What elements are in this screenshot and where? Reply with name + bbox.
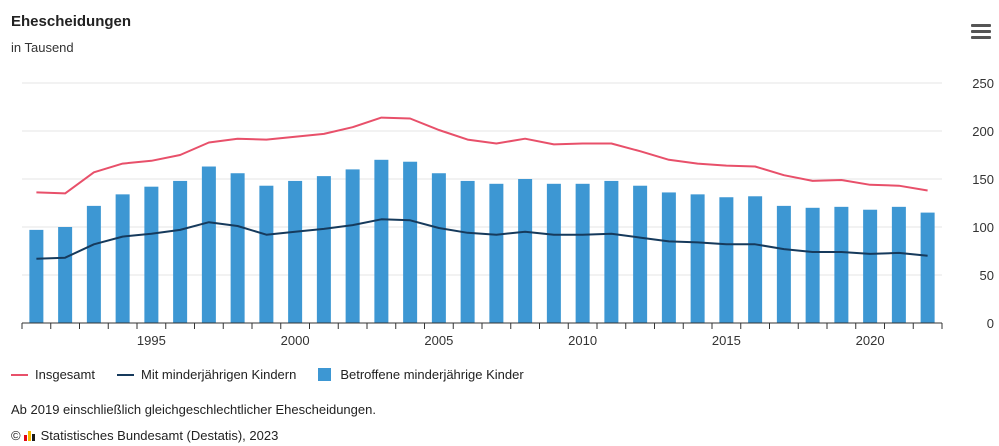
bar-2021[interactable]: [891, 206, 906, 323]
bar-2009[interactable]: [546, 183, 561, 323]
copyright-symbol: ©: [11, 428, 21, 443]
line-series: [36, 116, 928, 260]
legend-item-mit-kindern[interactable]: Mit minderjährigen Kindern: [116, 367, 297, 382]
bar-2008[interactable]: [518, 179, 533, 323]
bar-2018[interactable]: [805, 207, 820, 323]
y-tick-label: 150: [972, 172, 994, 187]
bar-2012[interactable]: [633, 185, 648, 323]
source-line: © Statistisches Bundesamt (Destatis), 20…: [11, 428, 278, 443]
bar-2006[interactable]: [460, 180, 475, 323]
bar-2015[interactable]: [719, 197, 734, 323]
line-series-insgesamt[interactable]: [36, 116, 928, 195]
bar-2013[interactable]: [661, 192, 676, 323]
bar-1995[interactable]: [144, 186, 159, 323]
legend-item-betroffene-kinder[interactable]: Betroffene minderjährige Kinder: [318, 367, 524, 382]
bar-2016[interactable]: [748, 196, 763, 323]
y-tick-label: 50: [980, 268, 994, 283]
legend-item-insgesamt[interactable]: Insgesamt: [11, 367, 95, 382]
bar-2020[interactable]: [863, 209, 878, 323]
bar-1994[interactable]: [115, 194, 130, 323]
y-axis-labels: 0 50 100 150 200 250: [972, 76, 994, 331]
x-axis-labels: 1995 2000 2005 2010 2015 2020: [137, 333, 885, 348]
bar-2001[interactable]: [316, 176, 331, 323]
legend-label: Mit minderjährigen Kindern: [140, 367, 297, 382]
bar-2003[interactable]: [374, 159, 389, 323]
chart-canvas: 0 50 100 150 200 250 1995 2000 2005 2010 2015 2020: [21, 76, 994, 348]
legend-line-icon: [11, 373, 28, 376]
bar-2000[interactable]: [288, 180, 303, 323]
bar-2010[interactable]: [575, 183, 590, 323]
bar-2011[interactable]: [604, 180, 619, 323]
bar-2019[interactable]: [834, 206, 849, 323]
hamburger-menu-icon[interactable]: [971, 24, 991, 40]
footnote: Ab 2019 einschließlich gleichgeschlechtl…: [11, 402, 376, 417]
y-tick-label: 250: [972, 76, 994, 91]
source-text: Statistisches Bundesamt (Destatis), 2023: [40, 428, 279, 443]
bar-2007[interactable]: [489, 183, 504, 323]
bar-2017[interactable]: [776, 205, 791, 323]
legend-label: Betroffene minderjährige Kinder: [340, 367, 524, 382]
bar-1998[interactable]: [230, 173, 245, 323]
x-tick-label: 2015: [712, 333, 741, 348]
bar-2014[interactable]: [690, 194, 705, 323]
chart-title: Ehescheidungen: [11, 13, 132, 30]
x-tick-label: 2005: [424, 333, 453, 348]
x-axis: [21, 322, 943, 329]
line-series-mit-minderjaehrigen-kindern[interactable]: [36, 218, 928, 260]
bar-1991[interactable]: [29, 229, 44, 323]
bar-2004[interactable]: [403, 161, 418, 323]
bar-series: [29, 159, 935, 323]
bar-1996[interactable]: [173, 180, 188, 323]
x-tick-label: 2010: [568, 333, 597, 348]
bar-1999[interactable]: [259, 185, 274, 323]
bar-2022[interactable]: [920, 212, 935, 323]
x-tick-label: 2000: [281, 333, 310, 348]
x-tick-label: 1995: [137, 333, 166, 348]
chart-subtitle: in Tausend: [11, 40, 74, 55]
legend: Insgesamt Mit minderjährigen Kindern Bet…: [11, 367, 546, 382]
bar-2005[interactable]: [431, 173, 446, 323]
y-tick-label: 200: [972, 124, 994, 139]
x-tick-label: 2020: [856, 333, 885, 348]
legend-line-icon: [116, 373, 134, 376]
y-tick-label: 100: [972, 220, 994, 235]
bar-1993[interactable]: [86, 205, 101, 323]
bar-2002[interactable]: [345, 169, 360, 323]
legend-label: Insgesamt: [35, 367, 95, 382]
destatis-logo-icon: [23, 430, 36, 441]
y-tick-label: 0: [987, 316, 994, 331]
legend-box-icon: [318, 368, 332, 381]
bar-1997[interactable]: [201, 166, 216, 323]
bar-1992[interactable]: [58, 227, 73, 323]
